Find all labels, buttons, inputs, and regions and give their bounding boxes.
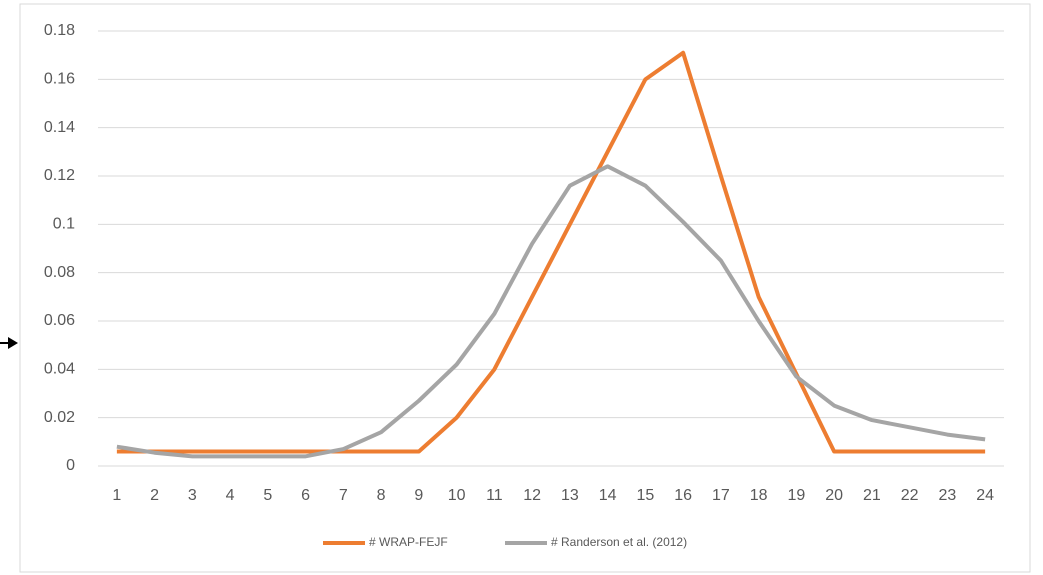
x-tick-label: 16: [674, 487, 692, 504]
x-tick-label: 7: [339, 487, 348, 504]
x-tick-label: 21: [863, 487, 881, 504]
legend-label: # WRAP-FEJF: [369, 535, 448, 549]
y-tick-label: 0.04: [44, 361, 75, 378]
x-tick-label: 14: [599, 487, 617, 504]
x-tick-label: 23: [938, 487, 956, 504]
chart-frame: [19, 3, 1031, 573]
x-tick-label: 3: [188, 487, 197, 504]
y-tick-label: 0.12: [44, 167, 75, 184]
x-tick-label: 18: [750, 487, 768, 504]
x-tick-label: 8: [377, 487, 386, 504]
x-tick-label: 2: [150, 487, 159, 504]
series-line: [116, 50, 986, 454]
y-tick-label: 0.18: [44, 22, 75, 39]
x-tick-label: 10: [448, 487, 466, 504]
y-tick-label: 0.06: [44, 312, 75, 329]
x-tick-label: 24: [976, 487, 994, 504]
x-tick-label: 5: [263, 487, 272, 504]
x-tick-label: 6: [301, 487, 310, 504]
x-tick-label: 1: [112, 487, 121, 504]
x-tick-label: 15: [636, 487, 654, 504]
y-tick-label: 0: [66, 457, 75, 474]
y-tick-label: 0.14: [44, 119, 75, 136]
x-tick-label: 19: [787, 487, 805, 504]
x-tick-label: 11: [486, 487, 503, 504]
y-tick-label: 0.1: [53, 216, 75, 233]
x-tick-label: 13: [561, 487, 579, 504]
y-tick-label: 0.16: [44, 71, 75, 88]
series-line: [116, 164, 986, 459]
legend-label: # Randerson et al. (2012): [551, 535, 687, 549]
x-tick-label: 4: [226, 487, 235, 504]
y-tick-label: 0.02: [44, 409, 75, 426]
y-tick-label: 0.08: [44, 264, 75, 281]
arrow: [0, 337, 18, 349]
x-tick-label: 9: [414, 487, 423, 504]
x-tick-label: 22: [901, 487, 919, 504]
x-tick-label: 17: [712, 487, 730, 504]
x-tick-label: 20: [825, 487, 843, 504]
x-tick-label: 12: [523, 487, 541, 504]
